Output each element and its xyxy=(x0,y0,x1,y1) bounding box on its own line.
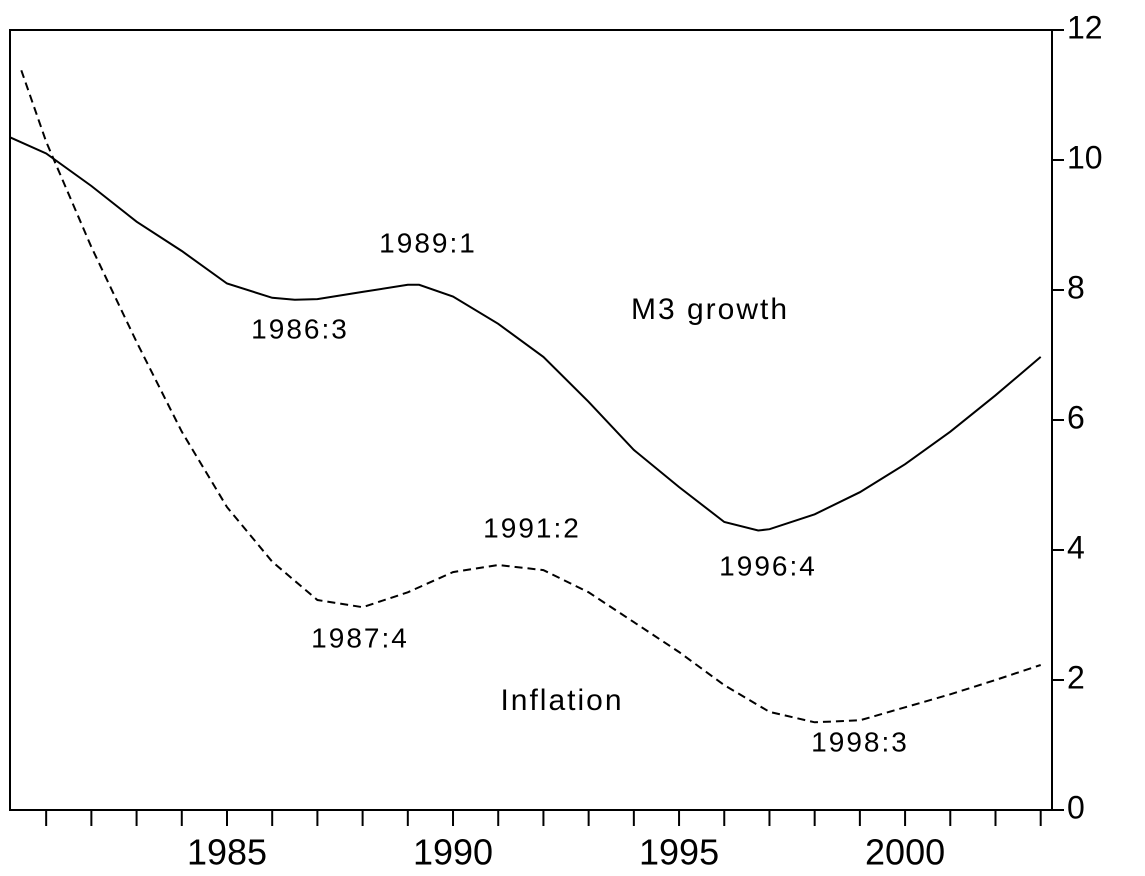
annotation: 1996:4 xyxy=(719,550,817,581)
annotation: Inflation xyxy=(500,684,623,717)
annotation: 1989:1 xyxy=(379,227,477,258)
y-tick-label: 6 xyxy=(1067,399,1085,435)
series-line xyxy=(9,136,1042,532)
annotation: 1986:3 xyxy=(251,313,349,344)
y-tick-label: 12 xyxy=(1067,9,1103,45)
x-tick-label: 2000 xyxy=(865,832,945,873)
annotation: M3 growth xyxy=(631,293,789,326)
x-tick-label: 1990 xyxy=(413,832,493,873)
y-tick-label: 8 xyxy=(1067,269,1085,305)
y-tick-label: 2 xyxy=(1067,659,1085,695)
y-tick-label: 0 xyxy=(1067,789,1085,825)
annotation: 1998:3 xyxy=(811,726,909,757)
y-tick-label: 4 xyxy=(1067,529,1085,565)
y-tick-label: 10 xyxy=(1067,139,1103,175)
annotation: 1991:2 xyxy=(483,512,581,543)
series-line xyxy=(20,69,1042,724)
x-tick-label: 1995 xyxy=(639,832,719,873)
annotation: 1987:4 xyxy=(311,622,409,653)
x-tick-label: 1985 xyxy=(187,832,267,873)
